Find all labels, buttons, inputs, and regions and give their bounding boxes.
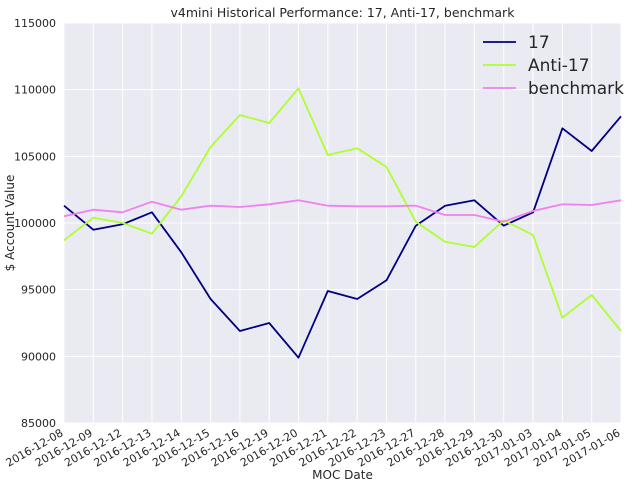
y-tick-label: 105000 <box>14 150 56 163</box>
y-axis-ticks: 85000 90000 95000 100000 105000 110000 115000 <box>14 17 56 430</box>
series-line-anti-17 <box>63 87 622 332</box>
y-axis-title: $ Account Value <box>3 175 17 272</box>
y-tick-label: 100000 <box>14 217 56 230</box>
y-tick-label: 90000 <box>21 350 56 363</box>
series-line-17 <box>63 115 622 359</box>
y-tick-label: 85000 <box>21 417 56 430</box>
series-lines <box>63 87 622 359</box>
legend-label: benchmark <box>528 79 624 99</box>
y-tick-label: 115000 <box>14 17 56 30</box>
x-axis-ticks: 2016-12-082016-12-092016-12-122016-12-13… <box>4 426 623 469</box>
legend-label: 17 <box>528 33 550 53</box>
y-tick-label: 95000 <box>21 284 56 297</box>
x-axis-title: MOC Date <box>312 468 373 482</box>
legend: 17 Anti-17 benchmark <box>483 33 624 99</box>
series-line-benchmark <box>63 199 622 223</box>
legend-label: Anti-17 <box>528 56 590 76</box>
chart-title: v4mini Historical Performance: 17, Anti-… <box>171 5 516 20</box>
y-tick-label: 110000 <box>14 84 56 97</box>
